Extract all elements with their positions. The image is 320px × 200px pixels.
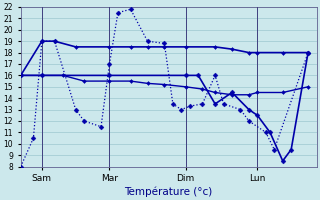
X-axis label: Température (°c): Température (°c): [124, 186, 213, 197]
